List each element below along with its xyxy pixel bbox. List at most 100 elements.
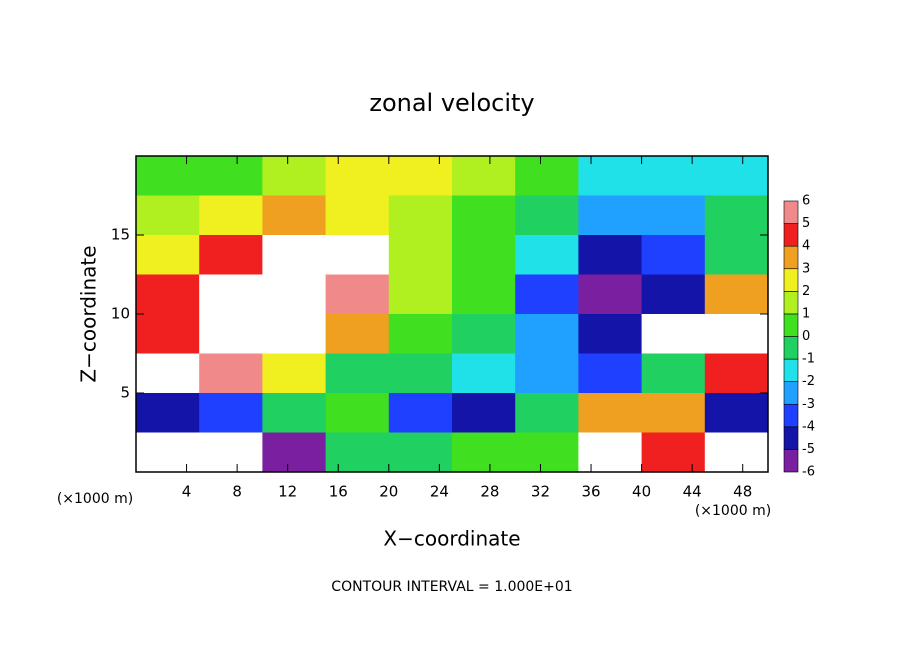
contour-cell	[452, 235, 516, 275]
colorbar-label: 3	[802, 261, 810, 276]
contour-cell	[199, 195, 263, 236]
contour-cell	[641, 156, 706, 196]
contour-cell	[704, 195, 769, 236]
x-unit-label: (×1000 m)	[695, 503, 771, 519]
colorbar-swatch	[783, 200, 799, 224]
colorbar-label: 1	[802, 306, 810, 321]
contour-cell	[641, 353, 706, 394]
contour-cell	[452, 195, 516, 236]
contour-cell	[641, 432, 706, 473]
colorbar-swatch	[783, 291, 799, 315]
contour-cell	[641, 235, 706, 275]
contour-cell	[136, 274, 200, 315]
contour-cell	[262, 393, 327, 433]
x-tick-label: 48	[733, 483, 752, 501]
contour-cell	[199, 314, 263, 354]
contour-cell	[452, 314, 516, 354]
contour-cell	[452, 353, 516, 394]
colorbar-swatch	[783, 358, 799, 382]
colorbar-swatch	[783, 245, 799, 270]
contour-cell	[515, 195, 579, 236]
contour-cell	[641, 274, 706, 315]
colorbar-swatch	[783, 449, 799, 473]
contour-cell	[641, 393, 706, 433]
colorbar-swatch	[783, 426, 799, 450]
contour-cell	[578, 195, 643, 236]
contour-cell	[325, 235, 390, 275]
contour-cell	[704, 314, 769, 354]
contour-cell	[199, 432, 263, 473]
colorbar-swatch	[783, 223, 799, 247]
contour-cell	[136, 432, 200, 473]
contour-cell	[262, 432, 327, 473]
x-tick-label: 8	[232, 483, 242, 501]
contour-cell	[452, 432, 516, 473]
contour-cell	[578, 274, 643, 315]
contour-cell	[515, 156, 579, 196]
contour-cell	[136, 353, 200, 394]
contour-cell	[262, 274, 327, 315]
contour-cell	[325, 314, 390, 354]
contour-cell	[452, 156, 516, 196]
y-axis-label: Z−coordinate	[77, 245, 101, 382]
x-tick-label: 16	[329, 483, 348, 501]
colorbar-label: -2	[802, 374, 815, 389]
contour-cell	[325, 432, 390, 473]
y-tick-label: 15	[111, 226, 130, 244]
colorbar-label: -3	[802, 397, 815, 412]
colorbar-swatch	[783, 268, 799, 292]
contour-cell	[388, 432, 453, 473]
contour-cell	[388, 353, 453, 394]
contour-cell	[388, 156, 453, 196]
contour-cell	[199, 353, 263, 394]
contour-cell	[136, 195, 200, 236]
contour-cell	[262, 353, 327, 394]
contour-cell	[325, 274, 390, 315]
contour-cell	[515, 274, 579, 315]
x-tick-label: 20	[379, 483, 398, 501]
contour-cell	[388, 274, 453, 315]
contour-cell	[578, 235, 643, 275]
contour-cell	[704, 353, 769, 394]
contour-cell	[199, 156, 263, 196]
x-tick-label: 36	[581, 483, 600, 501]
x-axis-label: X−coordinate	[383, 527, 520, 551]
colorbar-label: -5	[802, 442, 815, 457]
contour-cell	[136, 393, 200, 433]
contour-cell	[578, 353, 643, 394]
contour-cell	[388, 314, 453, 354]
contour-cell	[325, 393, 390, 433]
contour-cell	[199, 235, 263, 275]
contour-cell	[199, 393, 263, 433]
contour-cell	[388, 195, 453, 236]
contour-cell	[388, 235, 453, 275]
colorbar-label: -1	[802, 352, 815, 367]
x-tick-label: 44	[683, 483, 702, 501]
contour-cell	[704, 235, 769, 275]
y-tick-label: 5	[120, 384, 130, 402]
colorbar-swatch	[783, 381, 799, 405]
contour-cell	[515, 235, 579, 275]
contour-cell	[136, 235, 200, 275]
contour-cell	[136, 314, 200, 354]
contour-cell	[578, 156, 643, 196]
contour-cell	[325, 156, 390, 196]
contour-cell	[515, 353, 579, 394]
contour-cell	[578, 432, 643, 473]
colorbar-swatch	[783, 403, 799, 428]
x-unit-label: (×1000 m)	[57, 491, 133, 507]
contour-cell	[515, 393, 579, 433]
colorbar-swatch	[783, 336, 799, 360]
contour-cell	[704, 274, 769, 315]
colorbar-swatch	[783, 313, 799, 337]
chart-title: zonal velocity	[369, 89, 534, 117]
contour-cell	[136, 156, 200, 196]
contour-cell	[704, 432, 769, 473]
colorbar-label: 4	[802, 239, 810, 254]
x-tick-label: 32	[531, 483, 550, 501]
colorbar-label: 5	[802, 216, 810, 231]
contour-cell	[641, 314, 706, 354]
contour-cell	[515, 432, 579, 473]
contour-cell	[262, 156, 327, 196]
contour-cell	[578, 393, 643, 433]
